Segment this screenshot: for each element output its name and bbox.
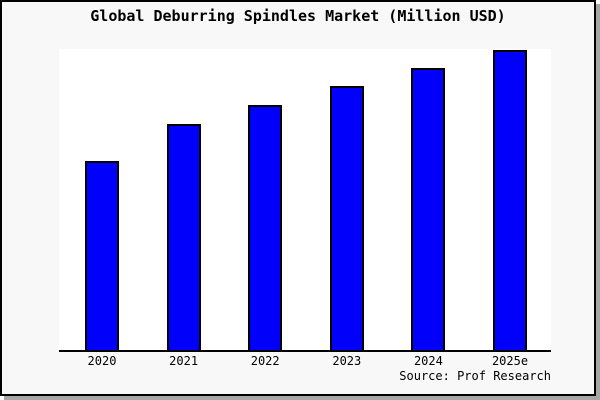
x-axis-label-2023: 2023 (332, 354, 362, 368)
bar-2021 (166, 124, 201, 350)
bar-2024 (411, 68, 446, 350)
plot-area (59, 49, 551, 352)
source-note: Source: Prof Research (399, 369, 551, 383)
x-axis-label-2021: 2021 (169, 354, 199, 368)
x-axis-label-2020: 2020 (87, 354, 117, 368)
bar-2022 (248, 105, 283, 350)
x-axis-label-2024: 2024 (413, 354, 443, 368)
bar-2025e (493, 50, 527, 350)
bar-2023 (329, 86, 364, 350)
x-axis-label-2022: 2022 (250, 354, 280, 368)
x-axis-label-2025e: 2025e (491, 354, 529, 368)
chart-title: Global Deburring Spindles Market (Millio… (90, 7, 506, 25)
bar-2020 (85, 161, 119, 350)
